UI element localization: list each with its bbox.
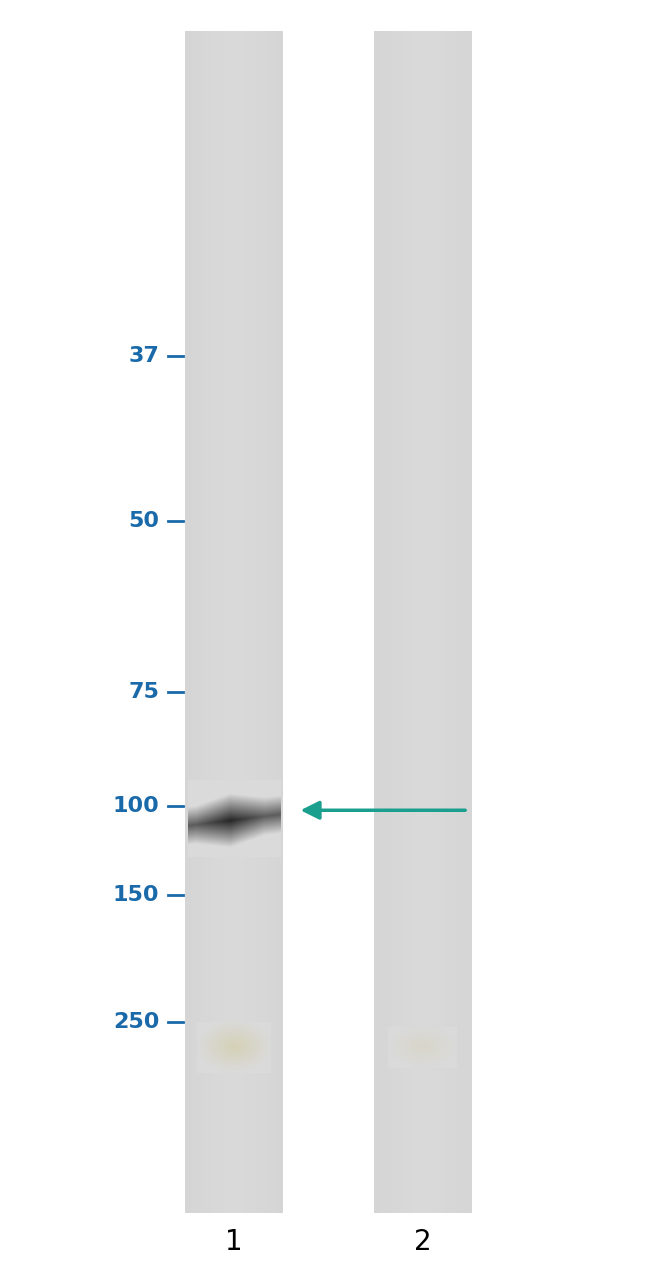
- Text: 50: 50: [128, 511, 159, 531]
- Text: 37: 37: [129, 345, 159, 366]
- Text: 75: 75: [129, 682, 159, 702]
- Text: 150: 150: [112, 885, 159, 906]
- Text: 2: 2: [413, 1228, 432, 1256]
- Text: 250: 250: [113, 1012, 159, 1033]
- Text: 1: 1: [225, 1228, 243, 1256]
- Text: 100: 100: [112, 796, 159, 817]
